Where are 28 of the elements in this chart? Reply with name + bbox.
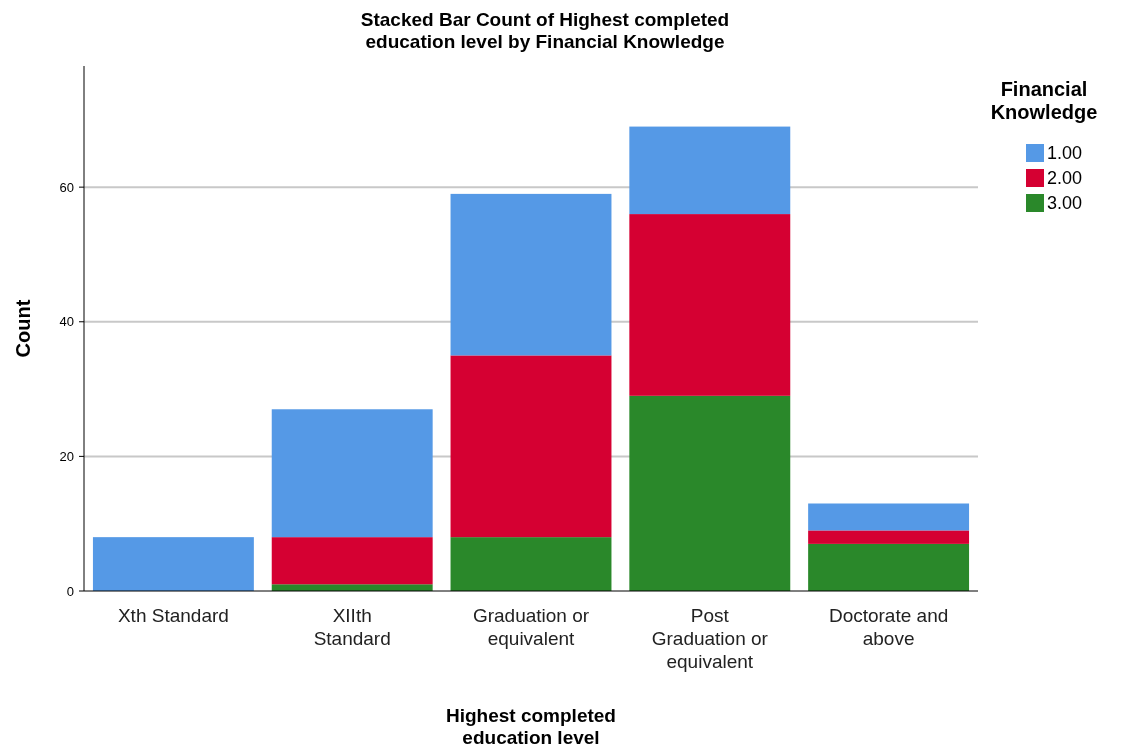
legend-label: 3.00	[1047, 193, 1083, 214]
bar	[271, 409, 433, 538]
y-tick-label: 20	[59, 448, 74, 464]
y-tick-label: 40	[59, 314, 74, 330]
x-tick-label: Doctorate and above	[828, 605, 949, 649]
bar	[629, 395, 791, 591]
y-tick-label: 60	[59, 179, 74, 195]
chart-title: Stacked Bar Count of Highest completed education level by Financial Knowledge	[360, 9, 730, 52]
y-tick-label: 0	[66, 583, 74, 599]
bar	[271, 537, 433, 585]
bar	[92, 537, 254, 591]
x-tick-label: Graduation or equivalent	[472, 605, 590, 649]
y-axis-title: Count	[12, 299, 34, 358]
bar	[808, 543, 970, 591]
bar	[450, 537, 612, 591]
x-tick-label: Xth Standard	[117, 605, 229, 626]
x-tick-label: Post Graduation or equivalent	[651, 605, 769, 672]
bar	[629, 126, 791, 215]
legend-label: 1.00	[1047, 143, 1083, 164]
bar	[629, 214, 791, 396]
legend-title: Financial Knowledge	[990, 78, 1098, 123]
bar	[450, 355, 612, 538]
x-tick-label: XIIth Standard	[313, 605, 391, 649]
bar	[808, 503, 970, 531]
bar	[450, 193, 612, 356]
legend-label: 2.00	[1047, 168, 1083, 189]
bar	[808, 530, 970, 544]
x-axis-title: Highest completed education level	[446, 705, 616, 748]
